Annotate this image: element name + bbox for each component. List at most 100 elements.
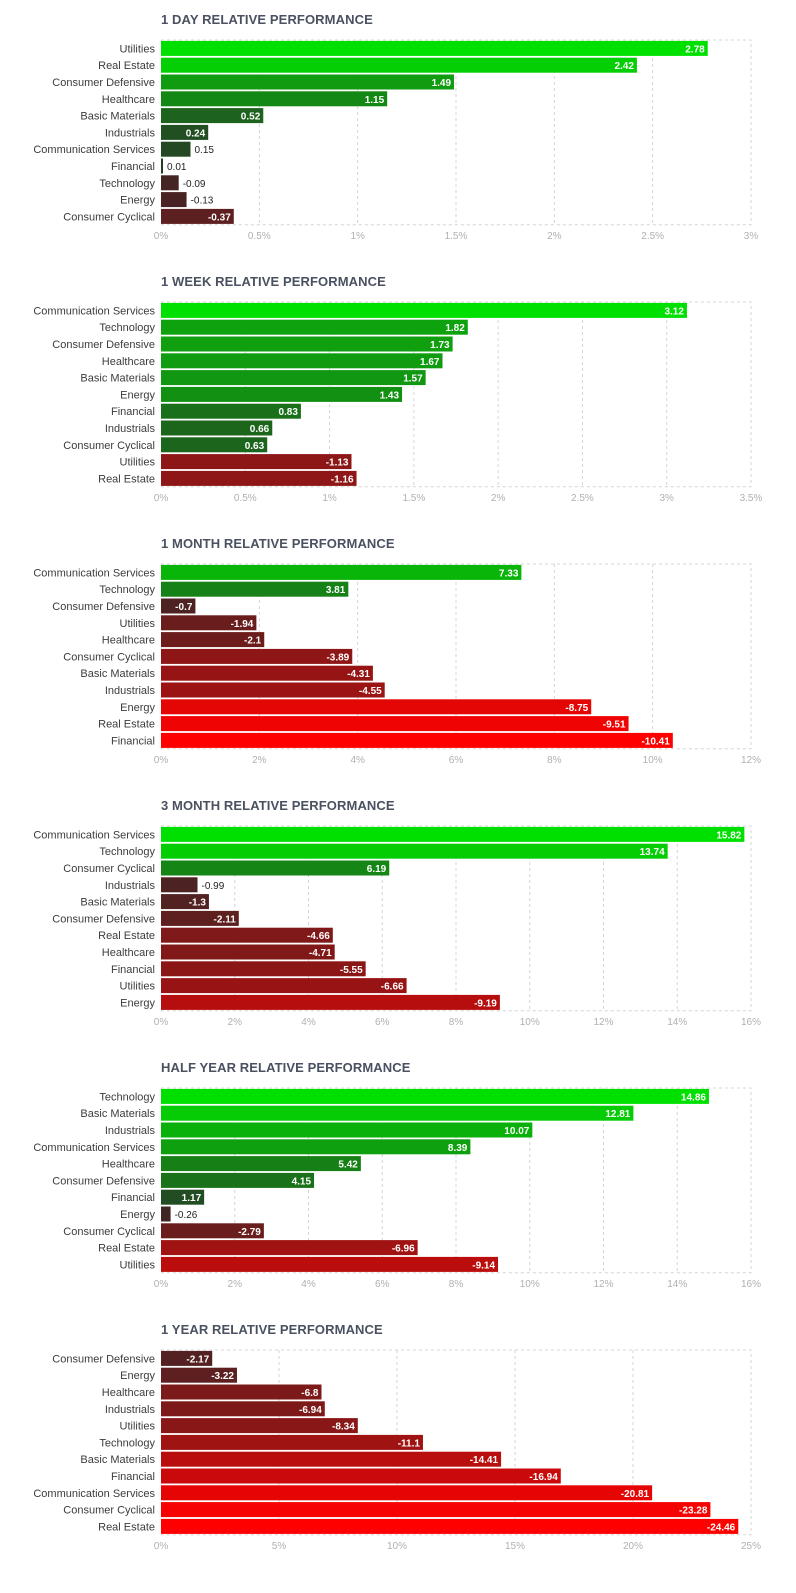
category-label: Industrials [105,880,156,892]
chart-panel: HALF YEAR RELATIVE PERFORMANCE 0% 2% 4% 6% 8%… [0,1048,796,1310]
value-label: 1.57 [403,374,423,385]
category-label: Utilities [120,981,156,993]
category-label: Utilities [120,1421,156,1433]
bar-chart: 0% 2% 4% 6% 8% 10% 12% 14% 16% Technology 14.86 Bas… [33,1087,761,1290]
value-label: -9.14 [472,1260,495,1271]
bar [161,944,335,960]
category-label: Basic Materials [80,668,155,680]
chart-panel: 1 MONTH RELATIVE PERFORMANCE 0% 2% 4% 6% 8% 10… [0,524,796,786]
value-label: 0.63 [245,441,265,452]
category-label: Consumer Defensive [52,1175,155,1187]
x-tick-label: 6% [375,1279,390,1290]
category-label: Financial [111,406,155,418]
bar [161,74,455,90]
x-tick-label: 8% [449,1279,464,1290]
value-label: 2.78 [685,44,705,55]
x-tick-label: 1.5% [445,231,468,242]
value-label: 15.82 [716,830,741,841]
x-tick-label: 10% [520,1279,540,1290]
category-label: Communication Services [33,1142,155,1154]
value-label: 5.42 [338,1160,358,1171]
category-label: Industrials [105,423,156,435]
category-label: Industrials [105,685,156,697]
bar [161,1139,471,1155]
bar [161,564,522,580]
category-label: Communication Services [33,1488,155,1500]
bar-chart: 0% 2% 4% 6% 8% 10% 12% 14% 16% Communication Serv… [33,825,761,1028]
chart-title: 3 MONTH RELATIVE PERFORMANCE [161,798,395,813]
category-label: Financial [111,1471,155,1483]
value-label: 1.73 [430,340,450,351]
x-tick-label: 2.5% [571,493,594,504]
value-label: -2.1 [244,636,262,647]
bar [161,581,349,597]
bar [161,648,353,664]
value-label: 3.12 [664,306,684,317]
x-tick-label: 2% [228,1017,243,1028]
category-label: Healthcare [102,1387,155,1399]
bar [161,910,239,926]
category-label: Basic Materials [80,897,155,909]
bar [161,994,500,1010]
category-label: Basic Materials [80,111,155,123]
bar [161,386,403,402]
value-label: -0.37 [208,212,231,223]
bar [161,1401,325,1417]
bar [161,319,468,335]
bar [161,716,629,732]
value-label: -6.66 [381,982,404,993]
value-label: 0.24 [186,128,206,139]
x-tick-label: 15% [505,1541,525,1552]
plot-frame [161,563,752,750]
value-label: 0.52 [241,112,261,123]
x-tick-label: 3% [659,493,674,504]
value-label: -10.41 [641,736,670,747]
bar [161,1122,533,1138]
category-label: Energy [120,1370,155,1382]
x-tick-label: 14% [667,1279,687,1290]
category-label: Consumer Defensive [52,601,155,613]
x-tick-label: 2% [228,1279,243,1290]
x-tick-label: 4% [350,755,365,766]
bar [161,615,257,631]
chart-title: 1 WEEK RELATIVE PERFORMANCE [161,274,386,289]
bar [161,632,265,648]
chart-title: 1 DAY RELATIVE PERFORMANCE [161,12,373,27]
value-label: -8.34 [332,1422,355,1433]
bar [161,927,333,943]
category-label: Financial [111,161,155,173]
bar [161,91,388,107]
bar-chart: 0% 0.5% 1% 1.5% 2% 2.5% 3% 3.5% Communication Se… [33,301,763,504]
bar [161,1367,237,1383]
category-label: Real Estate [98,473,155,485]
bar [161,336,453,352]
value-label: -4.71 [309,948,332,959]
category-label: Healthcare [102,1159,155,1171]
bar-chart: 0% 5% 10% 15% 20% 25% Consumer Defensive -2.17 E… [33,1349,761,1552]
bar [161,192,187,208]
bar-chart: 0% 0.5% 1% 1.5% 2% 2.5% 3% Utilities 2.78 Real Es… [33,39,758,242]
category-label: Healthcare [102,356,155,368]
bar [161,1384,322,1400]
value-label: 1.17 [182,1193,202,1204]
category-label: Utilities [120,618,156,630]
category-label: Energy [120,389,155,401]
x-tick-label: 0% [154,1017,169,1028]
bar [161,1418,358,1434]
chart-panel: 3 MONTH RELATIVE PERFORMANCE 0% 2% 4% 6% 8% 10… [0,786,796,1048]
bar [161,961,366,977]
category-label: Basic Materials [80,1108,155,1120]
value-label: -0.7 [175,602,193,613]
value-label: -3.89 [326,652,349,663]
category-label: Consumer Defensive [52,913,155,925]
bar [161,302,687,318]
bar [161,437,268,453]
category-label: Real Estate [98,930,155,942]
value-label: -23.28 [679,1506,708,1517]
x-tick-label: 12% [593,1017,613,1028]
category-label: Healthcare [102,94,155,106]
value-label: -24.46 [707,1522,736,1533]
value-label: -9.51 [603,720,626,731]
bar [161,1172,315,1188]
value-label: -6.94 [299,1405,322,1416]
